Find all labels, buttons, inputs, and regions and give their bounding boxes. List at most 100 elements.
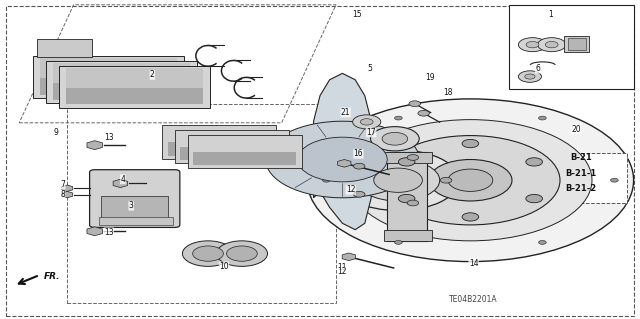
- Polygon shape: [342, 253, 355, 261]
- Text: 19: 19: [425, 73, 435, 82]
- Circle shape: [193, 246, 223, 261]
- Circle shape: [526, 195, 543, 203]
- Circle shape: [440, 177, 452, 183]
- Circle shape: [216, 241, 268, 266]
- Bar: [168, 142, 271, 156]
- FancyBboxPatch shape: [90, 170, 180, 227]
- Bar: [101, 196, 168, 220]
- Bar: [384, 152, 432, 163]
- Text: 14: 14: [468, 259, 479, 268]
- FancyBboxPatch shape: [387, 152, 427, 241]
- Text: 20: 20: [571, 125, 581, 134]
- Bar: [40, 58, 177, 78]
- Polygon shape: [87, 227, 102, 236]
- Circle shape: [448, 169, 493, 191]
- Bar: [568, 38, 586, 50]
- Text: 13: 13: [104, 228, 114, 237]
- Text: 4: 4: [120, 175, 125, 184]
- Circle shape: [394, 116, 403, 120]
- Text: 17: 17: [366, 128, 376, 137]
- Polygon shape: [314, 73, 371, 230]
- Circle shape: [418, 110, 429, 116]
- Text: 9: 9: [54, 128, 59, 137]
- Circle shape: [182, 241, 234, 266]
- Circle shape: [349, 120, 592, 241]
- Text: 6: 6: [535, 64, 540, 73]
- Text: 18: 18: [444, 88, 452, 97]
- Text: 12: 12: [346, 185, 355, 194]
- Circle shape: [538, 38, 566, 52]
- Text: 5: 5: [367, 64, 372, 73]
- FancyBboxPatch shape: [59, 66, 210, 108]
- Circle shape: [394, 241, 402, 244]
- Text: 21: 21: [341, 108, 350, 117]
- Circle shape: [398, 158, 415, 166]
- Circle shape: [538, 241, 547, 244]
- Circle shape: [307, 99, 634, 262]
- Text: 16: 16: [353, 149, 364, 158]
- Bar: [37, 39, 92, 57]
- Text: 7: 7: [60, 180, 65, 189]
- Circle shape: [323, 178, 330, 182]
- Circle shape: [381, 136, 560, 225]
- Text: 1: 1: [548, 10, 553, 19]
- Circle shape: [407, 155, 419, 160]
- Text: FR.: FR.: [44, 272, 60, 281]
- FancyBboxPatch shape: [46, 61, 197, 103]
- Bar: [509, 5, 634, 89]
- Circle shape: [356, 160, 440, 201]
- Circle shape: [353, 163, 365, 169]
- Text: 15: 15: [352, 10, 362, 19]
- Text: 8: 8: [60, 190, 65, 199]
- Bar: [66, 68, 203, 87]
- Bar: [67, 104, 336, 303]
- Circle shape: [227, 246, 257, 261]
- FancyBboxPatch shape: [33, 56, 184, 98]
- Bar: [40, 78, 177, 95]
- Text: 12: 12: [338, 267, 347, 276]
- Text: TE04B2201A: TE04B2201A: [449, 295, 498, 304]
- Circle shape: [374, 168, 422, 192]
- Bar: [180, 147, 284, 160]
- Circle shape: [545, 41, 558, 48]
- Circle shape: [398, 194, 415, 203]
- Bar: [66, 87, 203, 104]
- Circle shape: [409, 101, 420, 107]
- Bar: [384, 230, 432, 241]
- Bar: [534, 153, 627, 203]
- Circle shape: [382, 132, 408, 145]
- FancyBboxPatch shape: [175, 130, 289, 163]
- Circle shape: [518, 38, 547, 52]
- Polygon shape: [61, 185, 73, 191]
- Bar: [193, 152, 296, 165]
- Circle shape: [360, 119, 373, 125]
- Text: 10: 10: [219, 262, 229, 271]
- Circle shape: [266, 121, 419, 198]
- FancyBboxPatch shape: [188, 135, 302, 168]
- Text: 13: 13: [104, 133, 114, 142]
- Text: B-21-2: B-21-2: [566, 184, 596, 193]
- Text: 3: 3: [129, 201, 134, 210]
- Polygon shape: [113, 179, 127, 188]
- FancyBboxPatch shape: [162, 125, 276, 159]
- Circle shape: [353, 115, 381, 129]
- Polygon shape: [87, 141, 102, 150]
- Circle shape: [337, 150, 459, 211]
- Text: 2: 2: [150, 70, 155, 79]
- Circle shape: [525, 74, 535, 79]
- Polygon shape: [61, 191, 73, 198]
- Circle shape: [371, 127, 419, 151]
- Circle shape: [611, 178, 618, 182]
- Bar: [53, 63, 190, 83]
- Text: B-21: B-21: [570, 153, 592, 162]
- Circle shape: [538, 116, 547, 120]
- Circle shape: [462, 213, 479, 221]
- Text: B-21-1: B-21-1: [566, 169, 596, 178]
- Circle shape: [429, 160, 512, 201]
- Circle shape: [526, 158, 543, 166]
- Circle shape: [526, 41, 539, 48]
- Circle shape: [298, 137, 387, 182]
- Polygon shape: [338, 160, 351, 167]
- Circle shape: [462, 139, 479, 148]
- Circle shape: [518, 71, 541, 82]
